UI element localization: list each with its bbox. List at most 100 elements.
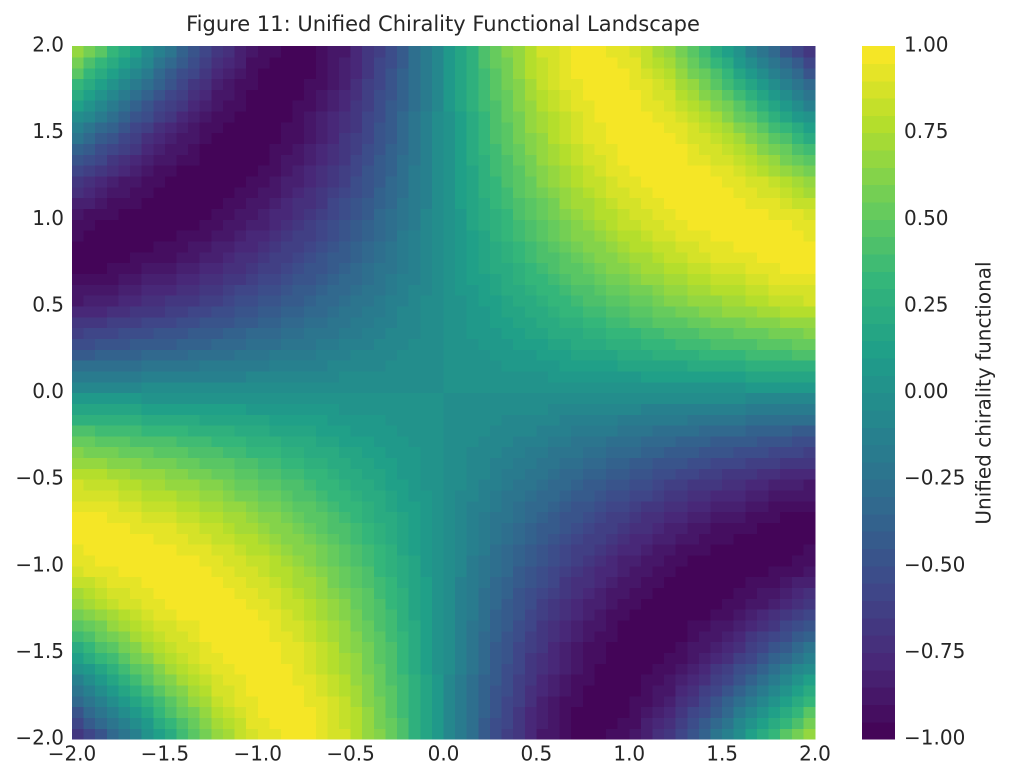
contour-cell	[164, 251, 178, 264]
contour-cell	[710, 554, 723, 567]
contour-cell	[594, 717, 607, 729]
contour-cell	[72, 251, 85, 264]
contour-cell	[315, 370, 329, 383]
contour-cell	[791, 273, 804, 285]
contour-cell	[164, 230, 178, 242]
contour-cell	[768, 132, 781, 145]
contour-cell	[408, 641, 421, 653]
contour-cell	[780, 414, 793, 426]
contour-cell	[536, 284, 549, 296]
contour-cell	[466, 360, 479, 372]
contour-cell	[234, 154, 247, 166]
contour-cell	[72, 262, 85, 274]
contour-cell	[431, 674, 445, 686]
contour-cell	[710, 544, 723, 556]
contour-cell	[745, 78, 758, 90]
contour-cell	[397, 295, 410, 307]
contour-cell	[733, 197, 746, 210]
contour-cell	[269, 663, 282, 675]
contour-cell	[234, 370, 247, 383]
contour-cell	[594, 89, 607, 101]
contour-cell	[118, 403, 131, 415]
contour-cell	[756, 197, 770, 210]
contour-cell	[327, 489, 340, 502]
contour-cell	[478, 305, 491, 318]
contour-cell	[397, 208, 410, 220]
contour-cell	[304, 305, 317, 318]
contour-cell	[466, 175, 479, 188]
contour-cell	[455, 522, 468, 534]
contour-cell	[246, 598, 259, 610]
contour-cell	[501, 695, 514, 708]
contour-cell	[211, 284, 224, 296]
contour-cell	[339, 728, 352, 740]
contour-cell	[640, 554, 654, 567]
contour-cell	[547, 446, 561, 459]
contour-cell	[304, 219, 317, 231]
contour-cell	[373, 576, 387, 589]
contour-cell	[698, 143, 712, 155]
contour-cell	[72, 165, 85, 177]
contour-cell	[617, 262, 630, 274]
contour-cell	[698, 630, 712, 643]
colorbar: −1.00−0.75−0.50−0.250.000.250.500.751.00	[862, 33, 965, 750]
contour-cell	[199, 349, 212, 361]
contour-cell	[559, 598, 572, 610]
contour-cell	[617, 46, 630, 58]
contour-cell	[582, 219, 596, 231]
contour-cell	[513, 706, 526, 718]
contour-cell	[524, 576, 537, 589]
contour-cell	[803, 284, 816, 296]
contour-cell	[571, 479, 584, 491]
contour-cell	[687, 468, 700, 480]
contour-cell	[640, 284, 654, 296]
contour-cell	[420, 295, 433, 307]
contour-cell	[606, 132, 619, 145]
contour-cell	[211, 251, 224, 264]
contour-cell	[280, 619, 294, 632]
contour-cell	[315, 695, 329, 708]
contour-cell	[362, 598, 375, 610]
contour-cell	[130, 262, 143, 274]
contour-cell	[153, 360, 166, 372]
contour-cell	[164, 446, 178, 459]
contour-cell	[722, 511, 735, 524]
contour-cell	[327, 641, 340, 653]
contour-cell	[687, 121, 700, 134]
contour-cell	[698, 706, 712, 718]
contour-cell	[629, 175, 642, 188]
contour-cell	[443, 544, 456, 556]
contour-cell	[118, 652, 131, 664]
contour-cell	[280, 533, 294, 545]
contour-cell	[188, 251, 201, 264]
contour-cell	[501, 414, 514, 426]
contour-cell	[199, 219, 212, 231]
contour-cell	[582, 251, 596, 264]
contour-cell	[501, 316, 514, 329]
contour-cell	[327, 360, 340, 372]
contour-cell	[756, 424, 770, 437]
contour-cell	[756, 370, 770, 383]
contour-cell	[594, 230, 607, 242]
contour-cell	[222, 684, 236, 697]
x-tick-label: 0.0	[428, 742, 460, 766]
contour-cell	[304, 175, 317, 188]
contour-cell	[466, 89, 479, 101]
contour-cell	[408, 392, 421, 404]
contour-cell	[536, 598, 549, 610]
contour-cell	[803, 576, 816, 589]
contour-cell	[269, 338, 282, 350]
contour-cell	[292, 663, 305, 675]
contour-cell	[118, 208, 131, 220]
contour-cell	[652, 641, 665, 653]
contour-cell	[141, 500, 154, 513]
contour-cell	[141, 533, 154, 545]
contour-cell	[164, 110, 178, 123]
contour-cell	[373, 511, 387, 524]
contour-cell	[315, 619, 329, 632]
contour-cell	[478, 197, 491, 210]
contour-cell	[617, 78, 630, 90]
contour-cell	[803, 327, 816, 339]
contour-cell	[780, 565, 793, 578]
contour-cell	[257, 706, 270, 718]
